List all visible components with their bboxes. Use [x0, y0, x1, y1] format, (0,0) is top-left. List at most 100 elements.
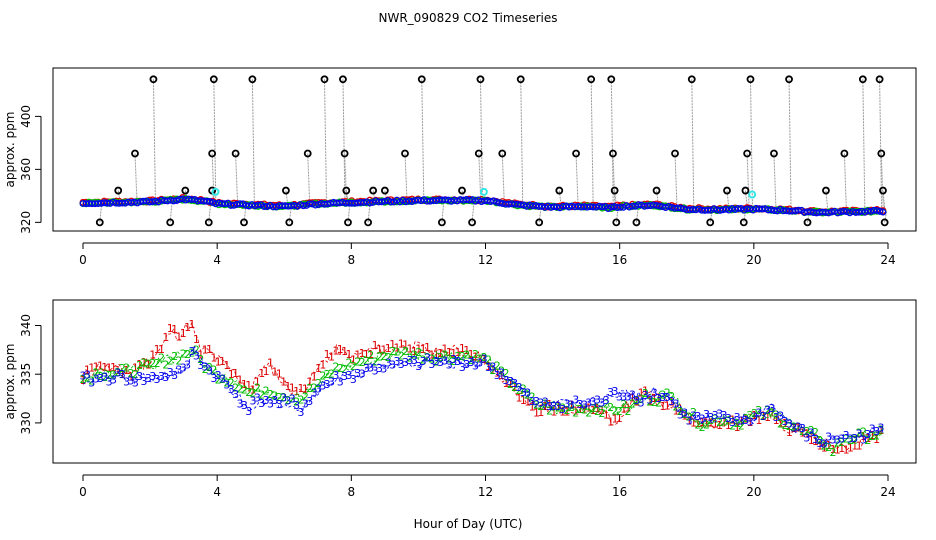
series-1-marker: 1	[228, 368, 235, 381]
series-3-marker: 3	[385, 357, 392, 370]
series-1-marker: 1	[485, 360, 492, 373]
baseline-point	[517, 201, 525, 209]
series-3-marker: 3	[507, 375, 514, 388]
series-2-marker: 2	[332, 361, 339, 374]
series-3-marker: 3	[524, 387, 531, 400]
series-3-marker: 3	[250, 394, 257, 407]
spike-point	[401, 149, 409, 158]
series-1-marker: 1	[254, 376, 261, 389]
series-1-marker: 1	[80, 374, 87, 387]
series-3-marker: 3	[271, 394, 278, 407]
series-3-marker: 3	[236, 398, 243, 411]
series-2-marker: 2	[795, 421, 802, 434]
series-1-marker: 1	[533, 406, 540, 419]
x-tick-label: 24	[880, 253, 895, 267]
series-3-marker: 3	[101, 371, 108, 384]
series-2-marker: 2	[206, 361, 213, 374]
series-2-marker: 2	[359, 356, 366, 369]
series-2-marker: 2	[786, 420, 793, 433]
series-1-marker: 1	[638, 386, 645, 399]
series-2-marker: 2	[729, 420, 736, 433]
series-3-marker: 3	[712, 409, 719, 422]
series-1-marker: 1	[293, 385, 300, 398]
series-2-marker: 2	[625, 405, 632, 418]
series-1-marker: 1	[572, 405, 579, 418]
spike-line	[884, 211, 888, 223]
series-1-marker: 1	[847, 442, 854, 455]
x-tick-label: 8	[348, 253, 356, 267]
series-3-marker: 3	[511, 377, 518, 390]
cyan-point	[211, 187, 220, 196]
series-1-marker: 1	[734, 421, 741, 434]
series-2-marker: 2	[267, 388, 274, 401]
baseline-point	[656, 202, 664, 210]
series-1-marker: 1	[158, 343, 165, 356]
series-3-marker: 3	[720, 409, 727, 422]
spike-point	[739, 218, 748, 227]
series-2-marker: 2	[572, 406, 579, 419]
series-2-marker: 2	[123, 362, 130, 375]
series-2-marker: 2	[472, 348, 479, 361]
baseline-point	[876, 207, 884, 215]
series-3-marker: 3	[716, 408, 723, 421]
series-3-marker: 3	[585, 396, 592, 409]
series-3-marker: 3	[677, 408, 684, 421]
spike-point	[320, 75, 329, 84]
series-2-marker: 2	[398, 350, 405, 363]
series-3-marker: 3	[577, 398, 584, 411]
series-2-marker: 2	[481, 351, 488, 364]
series-1-marker: 1	[472, 351, 479, 364]
spike-point	[285, 218, 294, 227]
series-2-marker: 2	[175, 354, 182, 367]
baseline-point	[873, 206, 881, 214]
spike-point	[516, 75, 525, 84]
baseline-point	[840, 207, 848, 215]
series-3-marker: 3	[350, 373, 357, 386]
series-1-marker: 1	[529, 401, 536, 414]
spike-point	[209, 75, 218, 84]
series-1-marker: 1	[446, 346, 453, 359]
spike-point	[612, 218, 621, 227]
series-1-marker: 1	[577, 403, 584, 416]
spike-line	[461, 190, 465, 201]
series-2-marker: 2	[441, 348, 448, 361]
series-1-marker: 1	[359, 347, 366, 360]
spike-point	[339, 75, 347, 84]
series-2-marker: 2	[110, 369, 117, 382]
spike-point	[607, 75, 616, 84]
series-3-marker: 3	[816, 437, 823, 450]
series-3-marker: 3	[786, 417, 793, 430]
series-3-marker: 3	[594, 394, 601, 407]
cyan-point	[479, 187, 488, 196]
series-1-marker: 1	[869, 429, 876, 442]
series-2-marker: 2	[864, 434, 871, 447]
series-1-marker: 1	[760, 410, 767, 423]
series-1-marker: 1	[564, 406, 571, 419]
series-2-marker: 2	[720, 416, 727, 429]
series-3-marker: 3	[629, 388, 636, 401]
series-2-marker: 2	[415, 346, 422, 359]
series-1-marker: 1	[306, 375, 313, 388]
y-tick-label: 400	[19, 105, 33, 128]
series-2-marker: 2	[289, 393, 296, 406]
baseline-point	[493, 198, 501, 206]
series-1-marker: 1	[590, 404, 597, 417]
series-2-marker: 2	[655, 396, 662, 409]
series-1-marker: 1	[511, 380, 518, 393]
series-2-marker: 2	[773, 408, 780, 421]
series-3-marker: 3	[860, 433, 867, 446]
series-3-marker: 3	[555, 400, 562, 413]
spike-line	[421, 79, 425, 201]
series-3-marker: 3	[280, 392, 287, 405]
series-2-marker: 2	[215, 373, 222, 386]
series-2-marker: 2	[393, 345, 400, 358]
series-1-marker: 1	[742, 413, 749, 426]
series-3-marker: 3	[450, 353, 457, 366]
series-3-marker: 3	[110, 374, 117, 387]
series-2-marker: 2	[101, 371, 108, 384]
series-2-marker: 2	[812, 426, 819, 439]
series-3-marker: 3	[673, 397, 680, 410]
series-2-marker: 2	[167, 354, 174, 367]
series-1-marker: 1	[97, 360, 104, 373]
spike-point	[380, 186, 389, 195]
